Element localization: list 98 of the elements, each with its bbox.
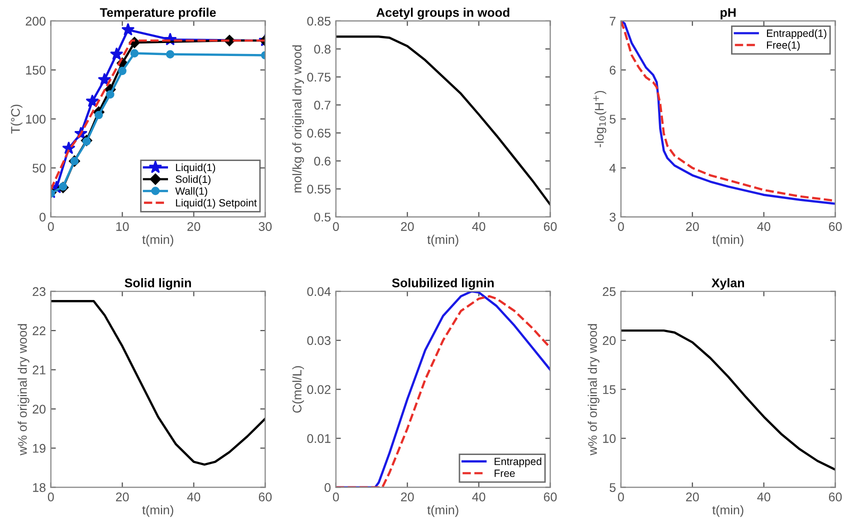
- y-tick-label: 19: [33, 444, 46, 453]
- y-tick-label: 4: [609, 164, 616, 172]
- x-tick-label: 20: [401, 492, 414, 502]
- y-tick-label: 0.8: [314, 44, 331, 54]
- y-tick-label: 22: [32, 326, 46, 336]
- line-series: [336, 36, 550, 206]
- y-tick-label: 6: [610, 66, 616, 75]
- y-tick-label: 200: [26, 16, 46, 26]
- x-tick-label: 0: [48, 222, 54, 231]
- y-tick-label: 100: [26, 114, 46, 124]
- x-tick-label: 0: [48, 492, 54, 502]
- x-tick-label: 60: [828, 492, 842, 502]
- legend-label: Solid(1): [176, 175, 210, 185]
- y-axis-title: T(°C): [10, 104, 22, 134]
- y-tick-label: 5: [610, 114, 616, 124]
- point: [98, 72, 112, 86]
- legend-label: Wall(1): [175, 187, 208, 197]
- y-axis-title: C(mol/L): [292, 366, 304, 413]
- x-tick-label: 60: [544, 222, 557, 231]
- y-tick-label: 0: [40, 212, 46, 222]
- x-tick-label: 20: [116, 492, 129, 502]
- legend-label: Liquid(1): [176, 163, 216, 174]
- y-tick-label: 23: [32, 287, 46, 296]
- legend-label: Entrapped: [494, 457, 542, 468]
- y-tick-label: 3: [610, 212, 616, 222]
- y-tick-label: 20: [602, 336, 616, 346]
- y-tick-label: 0.02: [307, 385, 330, 394]
- x-tick-label: 10: [116, 222, 129, 231]
- x-tick-label: 30: [258, 222, 272, 231]
- point: [118, 66, 126, 76]
- y-tick-label: 0.6: [314, 156, 331, 166]
- x-tick-label: 60: [258, 492, 272, 502]
- x-tick-label: 60: [544, 492, 557, 502]
- point: [110, 47, 124, 60]
- y-tick-label: 0.7: [314, 100, 330, 110]
- point: [166, 50, 174, 58]
- y-tick-label: 0.65: [307, 128, 331, 138]
- point: [82, 137, 91, 146]
- x-tick-label: 40: [472, 222, 486, 231]
- point: [130, 49, 139, 58]
- y-tick-label: 10: [603, 434, 616, 443]
- y-axis-title: w% of original dry wood: [18, 324, 30, 456]
- y-tick-label: 0.5: [314, 212, 331, 222]
- x-tick-label: 40: [187, 492, 200, 502]
- y-tick-label: 0.03: [307, 336, 331, 346]
- y-axis-title: -log$_{10}$(H$^{+}$): [593, 90, 606, 148]
- x-tick-label: 20: [686, 492, 699, 502]
- y-tick-label: 0.85: [307, 16, 331, 26]
- legend-label: Free: [494, 470, 515, 477]
- x-axis-title: t(min): [712, 234, 744, 246]
- y-tick-label: 20: [32, 404, 46, 414]
- y-tick-label: 0.55: [307, 184, 331, 194]
- legend-label: Liquid(1) Setpoint: [176, 198, 257, 209]
- y-tick-label: 18: [33, 483, 46, 492]
- x-tick-label: 0: [618, 222, 624, 231]
- point: [58, 182, 68, 191]
- chart-title: Xylan: [712, 278, 744, 290]
- legend-label: Free(1): [767, 41, 800, 51]
- chart-title: Temperature profile: [100, 8, 216, 20]
- y-tick-label: 0: [324, 483, 331, 492]
- x-tick-label: 0: [332, 492, 339, 502]
- y-axis-title: w% of original dry wood: [588, 324, 600, 456]
- x-axis-title: t(min): [712, 505, 744, 517]
- chart-title: Acetyl groups in wood: [376, 8, 510, 20]
- point: [121, 22, 135, 36]
- line-series: [50, 300, 266, 466]
- chart-title: Solid lignin: [124, 278, 191, 290]
- legend-label: Entrapped(1): [767, 29, 826, 40]
- x-tick-label: 0: [618, 492, 624, 502]
- y-tick-label: 15: [603, 385, 616, 394]
- y-axis-title: mol/kg of original dry wood: [292, 45, 304, 192]
- y-tick-label: 50: [32, 164, 46, 173]
- chart-title: Solubilized lignin: [392, 278, 494, 290]
- y-tick-label: 5: [610, 483, 616, 492]
- y-tick-label: 0.04: [307, 287, 331, 296]
- x-axis-title: t(min): [142, 505, 174, 517]
- x-tick-label: 40: [472, 492, 486, 502]
- x-axis-title: t(min): [427, 234, 458, 246]
- y-tick-label: 0.01: [307, 434, 330, 443]
- y-tick-label: 7: [610, 16, 616, 26]
- y-tick-label: 0.75: [307, 72, 331, 82]
- y-tick-label: 150: [26, 66, 46, 75]
- x-tick-label: 60: [828, 222, 842, 231]
- x-tick-label: 20: [187, 222, 200, 231]
- chart-title: pH: [720, 8, 736, 20]
- x-tick-label: 40: [757, 492, 770, 502]
- y-tick-label: 25: [602, 287, 616, 296]
- x-axis-title: t(min): [427, 505, 458, 517]
- x-axis-title: t(min): [142, 234, 174, 246]
- point: [106, 90, 114, 99]
- x-tick-label: 20: [686, 222, 699, 231]
- point: [94, 110, 103, 120]
- y-tick-label: 21: [32, 366, 46, 374]
- point: [86, 94, 99, 108]
- line-series: [620, 329, 836, 471]
- x-tick-label: 0: [332, 222, 339, 231]
- x-tick-label: 20: [401, 222, 414, 231]
- x-tick-label: 40: [757, 222, 770, 231]
